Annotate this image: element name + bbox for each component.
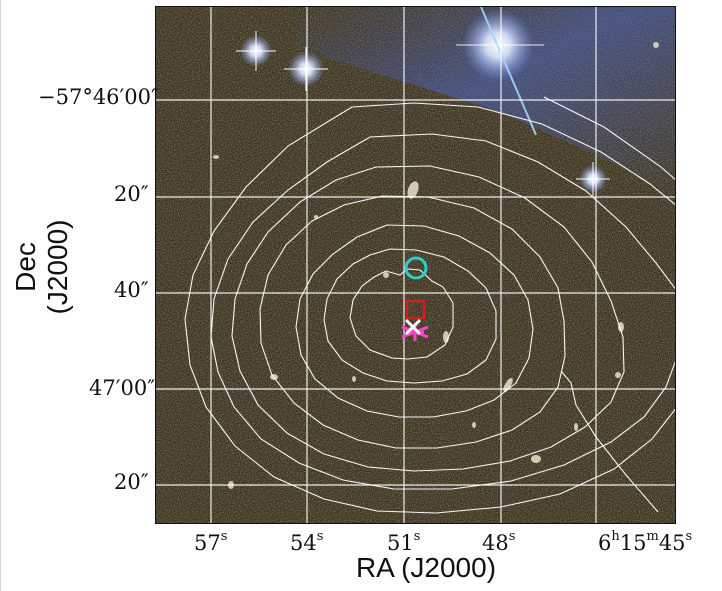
blue-halo: [296, 7, 675, 196]
red-square-marker: [405, 299, 426, 320]
ra-tick-label-3: 51s: [387, 529, 421, 555]
ra-tick-label-4: 48s: [482, 529, 516, 555]
dec-tick-label-3: 40″: [114, 278, 149, 302]
coordinate-grid: [156, 7, 675, 523]
dec-tick-label-4: 47′00″: [89, 376, 156, 400]
contour-lines: [184, 96, 675, 514]
dec-tick-label-2: 20″: [114, 182, 149, 206]
ra-tick-label-5: 6h15m45s: [598, 529, 693, 555]
ra-tick-label-1: 57s: [194, 529, 228, 555]
ra-axis-title: RA (J2000): [355, 552, 497, 583]
dec-tick-label-1: −57°46′00″: [38, 85, 159, 109]
white-x-marker: [404, 318, 422, 336]
sky-image-panel[interactable]: [155, 6, 676, 524]
dec-tick-label-5: 20″: [114, 470, 149, 494]
bright-stars: [236, 7, 610, 196]
dec-axis-title: Dec (J2000): [10, 219, 73, 315]
window-left-border: [0, 0, 1, 591]
ra-tick-label-2: 54s: [290, 529, 324, 555]
source-markers: [401, 256, 429, 341]
sky-image: [156, 7, 675, 523]
cyan-circle-marker: [404, 256, 428, 280]
